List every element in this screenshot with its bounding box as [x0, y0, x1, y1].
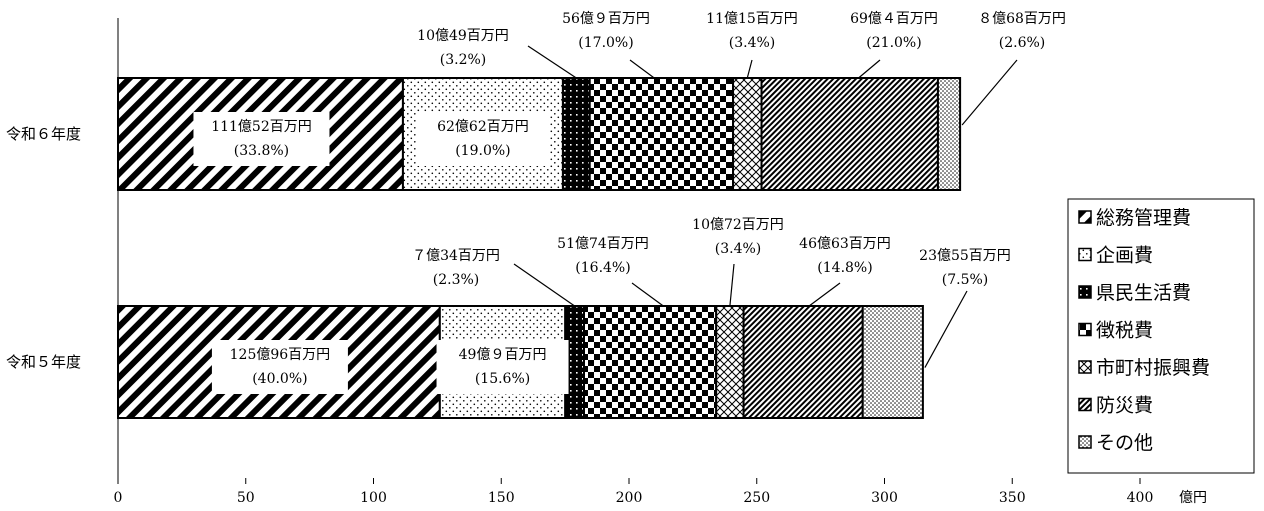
legend-label: 県民生活費: [1096, 282, 1191, 304]
data-label-percent: (3.4%): [729, 35, 776, 51]
legend-swatch: [1078, 322, 1092, 337]
legend-swatch: [1078, 247, 1092, 262]
data-label-percent: (17.0%): [578, 35, 633, 51]
leader-line: [746, 59, 753, 79]
data-label-percent: (3.2%): [440, 52, 487, 68]
legend-box: [1067, 198, 1255, 474]
x-tick-label: 400: [1127, 490, 1154, 506]
leader-line: [924, 290, 968, 368]
data-label-amount: 125億96百万円: [230, 347, 331, 363]
legend-label: 総務管理費: [1096, 207, 1191, 229]
x-axis: 0 50 100 150 200 250 300 350 400 億円: [114, 478, 1207, 506]
bar-segment: [715, 305, 745, 419]
legend-label: 市町村振興費: [1096, 357, 1210, 379]
data-label-amount: 69億４百万円: [850, 11, 938, 27]
legend-label: 防災費: [1096, 395, 1153, 417]
leader-line: [631, 282, 664, 307]
data-label-amount: 111億52百万円: [211, 119, 312, 135]
data-label-amount: 51億74百万円: [557, 236, 649, 252]
legend-swatch: [1078, 285, 1092, 299]
category-label: 令和６年度: [6, 125, 81, 143]
data-label-background: [436, 340, 569, 394]
x-tick-label: 0: [114, 490, 123, 506]
data-label-percent: (21.0%): [866, 35, 921, 51]
data-label-amount: 10億72百万円: [692, 217, 784, 233]
data-label-amount: 11億15百万円: [706, 11, 798, 27]
x-tick-label: 100: [360, 490, 387, 506]
category-label: 令和５年度: [6, 353, 81, 371]
leader-line: [858, 59, 881, 79]
leader-line: [808, 282, 841, 307]
bar-segment: [561, 77, 591, 191]
data-label-percent: (15.6%): [475, 371, 530, 387]
x-tick-label: 350: [999, 490, 1026, 506]
legend-swatch: [1078, 360, 1092, 374]
x-tick-label: 200: [616, 490, 643, 506]
data-label-amount: ７億34百万円: [412, 248, 500, 264]
data-label-amount: 46億63百万円: [799, 236, 891, 252]
data-label-percent: (19.0%): [455, 143, 510, 159]
data-label-background: [193, 112, 330, 166]
data-label-percent: (2.6%): [999, 35, 1046, 51]
data-label-percent: (7.5%): [942, 272, 989, 288]
leader-lines: [513, 45, 1018, 368]
data-label-amount: 49億９百万円: [459, 347, 547, 363]
legend-label: その他: [1096, 432, 1153, 454]
x-axis-unit: 億円: [1179, 490, 1207, 506]
bar-segment: [760, 77, 939, 191]
bar-segment: [588, 77, 735, 191]
data-label-percent: (33.8%): [234, 143, 289, 159]
data-label-background: [416, 112, 549, 166]
data-labels: 111億52百万円 (33.8%) 62億62百万円 (19.0%) 125億96百万円…: [193, 11, 1066, 394]
leader-line: [513, 263, 575, 307]
data-label-amount: 62億62百万円: [437, 119, 529, 135]
x-tick-label: 300: [871, 490, 898, 506]
bar-segment: [742, 305, 864, 419]
data-label-percent: (3.4%): [715, 241, 762, 257]
legend-swatch: [1078, 210, 1092, 224]
leader-line: [961, 59, 1018, 126]
x-tick-label: 50: [237, 490, 255, 506]
bar-segment: [732, 77, 763, 191]
data-label-amount: 56億９百万円: [562, 11, 650, 27]
leader-line: [629, 59, 655, 79]
data-label-percent: (16.4%): [575, 260, 630, 276]
data-label-amount: 10億49百万円: [417, 28, 509, 44]
data-label-amount: ８億68百万円: [978, 11, 1066, 27]
bar-segment: [936, 77, 962, 191]
x-tick-label: 250: [743, 490, 770, 506]
data-label-background: [211, 340, 348, 394]
data-label-percent: (14.8%): [817, 260, 872, 276]
legend-swatch: [1078, 435, 1092, 449]
leader-line: [729, 263, 735, 307]
legend-swatch: [1078, 397, 1092, 412]
data-label-amount: 23億55百万円: [919, 248, 1011, 264]
legend-label: 企画費: [1096, 245, 1153, 267]
data-label-percent: (40.0%): [252, 371, 307, 387]
leader-line: [527, 45, 577, 79]
bar-segment: [861, 305, 924, 419]
bar-segment: [583, 305, 718, 419]
legend-label: 徴税費: [1096, 320, 1153, 342]
data-label-percent: (2.3%): [433, 272, 480, 288]
x-tick-label: 150: [488, 490, 515, 506]
